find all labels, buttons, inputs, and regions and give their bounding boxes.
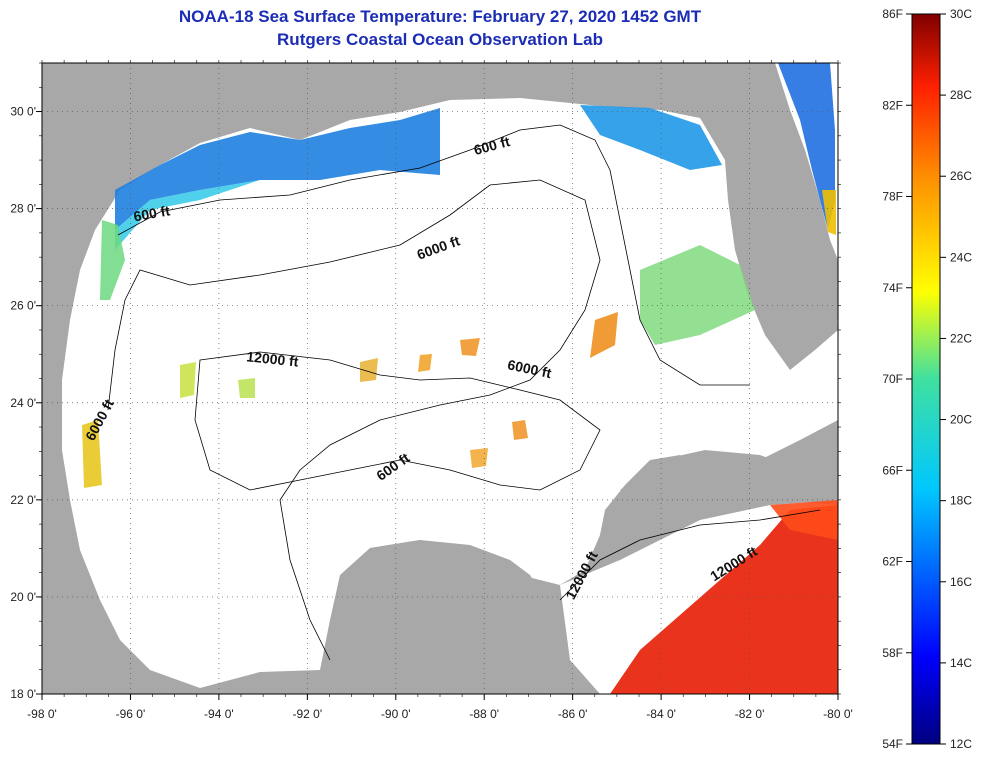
contour-6000ft — [107, 179, 601, 661]
colorbar-c-label: 28C — [950, 88, 972, 102]
cuba-land — [620, 450, 838, 510]
colorbar-f-label: 58F — [882, 646, 903, 660]
colorbar-c-label: 30C — [950, 7, 972, 21]
lat-tick-label: 20 0' — [10, 590, 36, 604]
lon-tick-label: -88 0' — [469, 707, 499, 721]
contour-12000ft — [194, 351, 601, 491]
colorbar-f-label: 66F — [882, 463, 903, 477]
lat-tick-label: 26 0' — [10, 299, 36, 313]
sst-loop-patch-1 — [590, 312, 618, 358]
gulf-ocean — [62, 98, 838, 688]
graticule — [42, 63, 838, 694]
sst-loop-patch-2 — [460, 338, 480, 356]
colorbar-c-label: 18C — [950, 494, 972, 508]
lat-tick-label: 28 0' — [10, 202, 36, 216]
colorbar-f-label: 74F — [882, 281, 903, 295]
sst-northern-cold-band — [115, 108, 440, 230]
lat-tick-label: 30 0' — [10, 105, 36, 119]
contour-caribbean — [559, 509, 821, 601]
colorbar-c-label: 26C — [950, 169, 972, 183]
lon-tick-label: -84 0' — [646, 707, 676, 721]
sst-central-patch-2 — [360, 358, 378, 382]
colorbar-c-label: 14C — [950, 656, 972, 670]
map-title: NOAA-18 Sea Surface Temperature: Februar… — [178, 7, 702, 26]
colorbar-f-label: 62F — [882, 555, 903, 569]
sst-mexico-coast-patch — [82, 420, 102, 488]
sst-west-patch — [180, 362, 196, 398]
colorbar-f-label: 70F — [882, 372, 903, 386]
map-subtitle: Rutgers Coastal Ocean Observation Lab — [277, 30, 603, 49]
lon-tick-label: -92 0' — [293, 707, 323, 721]
colorbar-c-label: 22C — [950, 331, 972, 345]
colorbar-c-label: 20C — [950, 413, 972, 427]
sst-south-patch-2 — [470, 448, 488, 468]
lon-tick-label: -86 0' — [558, 707, 588, 721]
sst-caribbean-hot — [610, 505, 838, 694]
sst-west-patch-2 — [238, 378, 255, 398]
colorbar — [911, 13, 941, 745]
colorbar-f-label: 86F — [882, 7, 903, 21]
lat-tick-label: 18 0' — [10, 687, 36, 701]
lat-tick-label: 24 0' — [10, 396, 36, 410]
sst-atlantic-warm — [778, 63, 835, 230]
sst-east-gulf-patch — [640, 245, 755, 345]
colorbar-c-label: 24C — [950, 250, 972, 264]
lat-tick-label: 22 0' — [10, 493, 36, 507]
sst-texas-shelf — [100, 220, 125, 300]
contour-600ft — [117, 124, 750, 386]
colorbar-c-label: 12C — [950, 737, 972, 751]
lon-tick-label: -96 0' — [116, 707, 146, 721]
sst-florida-coast-warm — [822, 190, 836, 235]
florida-land — [720, 105, 838, 370]
lon-tick-label: -98 0' — [27, 707, 57, 721]
sst-florida-shelf — [580, 105, 722, 170]
contour-label: 12000 ft — [246, 348, 300, 369]
sst-northern-cyan-band — [115, 180, 260, 250]
yucatan-land — [330, 540, 545, 694]
colorbar-f-label: 78F — [882, 190, 903, 204]
sst-south-patch — [512, 420, 528, 440]
colorbar-labels: 54F 58F 62F 66F 70F 74F 78F 82F 86F 12C 14C 16C 18C 2… — [882, 7, 972, 751]
lon-tick-label: -90 0' — [381, 707, 411, 721]
colorbar-c-label: 16C — [950, 575, 972, 589]
colorbar-f-label: 54F — [882, 737, 903, 751]
sst-caribbean-warm-edge — [770, 500, 838, 540]
axis-ticks: -98 0' -96 0' -94 0' -92 0' -90 0' -88 0' -86 … — [10, 60, 853, 721]
lon-tick-label: -80 0' — [823, 707, 853, 721]
sst-central-patch — [418, 354, 432, 372]
lon-tick-label: -94 0' — [204, 707, 234, 721]
lon-tick-label: -82 0' — [735, 707, 765, 721]
contour-label: 600 ft — [132, 202, 171, 224]
colorbar-f-label: 82F — [882, 98, 903, 112]
